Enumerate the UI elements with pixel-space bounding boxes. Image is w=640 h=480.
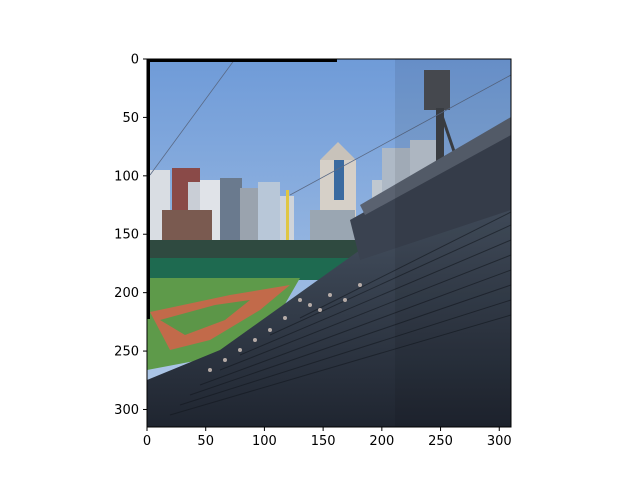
stitch-panel	[395, 59, 511, 427]
infield-grass	[160, 300, 250, 335]
y-tick-label: 100	[114, 169, 139, 184]
x-tick-label: 150	[311, 434, 336, 449]
scoreboard-wall	[147, 258, 357, 280]
seat-rows	[169, 211, 511, 416]
crowd	[208, 283, 362, 372]
x-axis: 0 50 100 150 200 250 300	[143, 427, 512, 449]
light-tower	[424, 70, 464, 188]
y-tick-label: 0	[131, 53, 139, 68]
x-tick-label: 0	[143, 434, 151, 449]
upper-deck	[350, 130, 511, 260]
axes-frame	[146, 58, 512, 428]
y-tick-label: 250	[114, 345, 139, 360]
y-tick-label: 50	[122, 111, 139, 126]
x-tick-label: 300	[487, 434, 512, 449]
upper-deck-roof	[360, 117, 511, 215]
x-tick-label: 200	[369, 434, 394, 449]
y-tick-label: 300	[114, 403, 139, 418]
stadium-photo	[147, 59, 511, 427]
wire-2	[289, 74, 511, 196]
photo-left-edge	[147, 59, 150, 319]
y-axis: 0 50 100 150 200 250 300	[114, 53, 147, 418]
x-tick-label: 50	[197, 434, 214, 449]
outfield-wall	[147, 240, 377, 262]
y-tick-label: 200	[114, 286, 139, 301]
photo-top-edge	[147, 59, 337, 62]
foul-pole	[286, 190, 289, 270]
x-tick-label: 100	[252, 434, 277, 449]
x-tick-label: 250	[428, 434, 453, 449]
y-tick-label: 150	[114, 228, 139, 243]
wire-1	[149, 59, 236, 176]
